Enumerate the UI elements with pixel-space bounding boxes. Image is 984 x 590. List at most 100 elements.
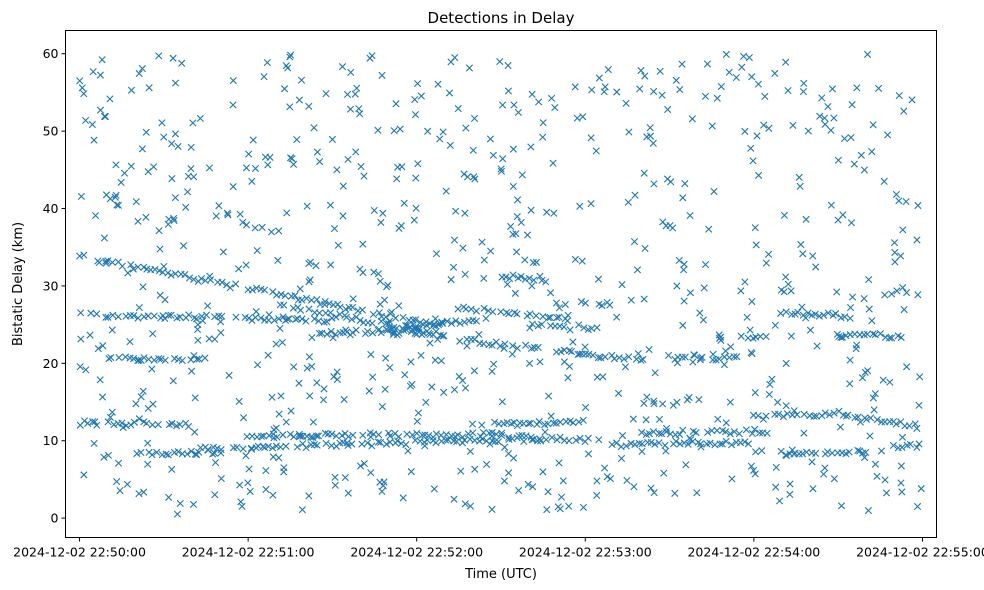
data-point xyxy=(279,431,287,439)
data-point xyxy=(517,272,525,281)
data-point xyxy=(913,443,921,451)
data-point xyxy=(235,397,243,406)
data-point xyxy=(306,392,314,400)
data-point xyxy=(353,84,361,92)
data-point xyxy=(305,492,313,500)
data-point xyxy=(564,311,572,319)
data-point xyxy=(790,407,798,415)
data-point xyxy=(575,321,583,329)
data-point xyxy=(313,148,322,156)
data-point xyxy=(766,380,774,388)
data-point xyxy=(595,436,603,444)
data-point xyxy=(450,495,458,503)
data-point xyxy=(104,313,112,321)
data-point xyxy=(251,164,260,173)
data-point xyxy=(161,314,169,323)
data-point xyxy=(342,313,351,321)
data-point xyxy=(127,86,136,94)
data-point xyxy=(704,428,712,436)
data-point xyxy=(651,440,659,448)
data-point xyxy=(129,355,138,363)
data-point xyxy=(630,238,639,246)
data-point xyxy=(715,355,723,363)
data-point xyxy=(476,432,485,441)
data-point xyxy=(80,90,88,98)
data-point xyxy=(899,284,907,292)
data-point xyxy=(647,438,655,447)
data-point xyxy=(680,439,688,447)
data-point xyxy=(431,356,439,364)
data-point xyxy=(236,481,244,489)
data-point xyxy=(182,203,190,211)
data-point xyxy=(881,476,889,484)
data-point xyxy=(434,335,442,343)
data-point xyxy=(235,265,243,273)
data-point xyxy=(80,251,88,259)
data-point xyxy=(915,440,923,448)
data-point xyxy=(606,301,614,309)
data-point xyxy=(193,451,201,459)
data-point xyxy=(218,278,226,286)
data-point xyxy=(204,302,212,310)
data-point xyxy=(886,378,894,386)
data-point xyxy=(765,124,773,132)
data-point xyxy=(469,146,477,154)
data-point xyxy=(168,140,176,148)
data-point xyxy=(581,343,589,351)
data-point xyxy=(198,312,206,320)
data-point xyxy=(480,274,488,283)
data-point xyxy=(421,442,429,450)
data-point xyxy=(597,354,605,362)
data-point xyxy=(587,134,595,142)
data-point xyxy=(336,303,344,311)
data-point xyxy=(914,201,922,210)
data-point xyxy=(828,449,836,457)
data-point xyxy=(667,178,675,186)
data-point xyxy=(286,51,295,59)
data-point xyxy=(306,276,314,284)
data-point xyxy=(145,355,153,363)
data-point xyxy=(690,351,698,359)
data-point xyxy=(735,430,743,438)
data-point xyxy=(93,310,101,318)
data-point xyxy=(176,499,184,507)
data-point xyxy=(881,291,889,299)
data-point xyxy=(280,464,288,472)
data-point xyxy=(523,231,532,239)
data-point xyxy=(890,239,899,247)
data-point xyxy=(754,412,762,420)
data-point xyxy=(280,85,289,93)
data-point xyxy=(865,305,873,313)
data-point xyxy=(160,262,168,271)
data-point xyxy=(170,214,178,223)
data-point xyxy=(561,300,569,309)
data-point xyxy=(784,280,792,288)
data-point xyxy=(644,438,652,447)
data-point xyxy=(426,339,434,347)
data-point xyxy=(848,293,857,301)
data-point xyxy=(449,263,458,271)
data-point xyxy=(678,60,686,68)
x-tick-label: 2024-12-02 22:53:00 xyxy=(519,545,652,560)
data-point xyxy=(305,278,313,286)
data-point xyxy=(249,136,257,144)
data-point xyxy=(587,200,595,208)
data-point xyxy=(853,84,861,92)
data-point xyxy=(176,421,184,429)
data-point xyxy=(676,440,684,448)
data-point xyxy=(422,398,430,406)
data-point xyxy=(310,124,318,132)
data-point xyxy=(270,316,278,324)
data-point xyxy=(267,228,276,236)
data-point xyxy=(813,342,821,350)
data-point xyxy=(129,265,137,273)
data-point xyxy=(793,411,801,419)
data-point xyxy=(466,447,474,456)
data-point xyxy=(196,114,204,123)
data-point xyxy=(187,447,195,455)
data-point xyxy=(393,324,401,332)
data-point xyxy=(547,412,555,420)
data-point xyxy=(780,211,789,219)
data-point xyxy=(571,255,579,263)
data-point xyxy=(248,177,256,185)
